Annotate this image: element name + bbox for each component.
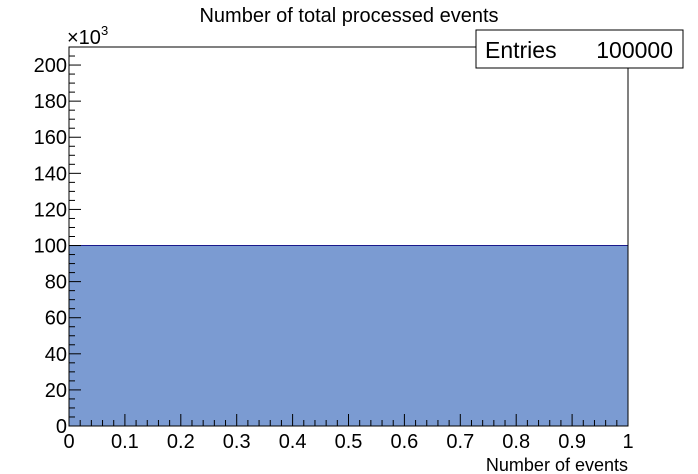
x-axis-ticks: [68, 414, 629, 426]
y-tick-label: 100: [34, 236, 67, 258]
x-tick-label: 0: [63, 431, 74, 453]
x-axis-tick-labels: 0 0.1 0.2 0.3 0.4 0.5 0.6 0.7 0.8 0.9 1: [63, 431, 633, 453]
y-tick-label: 80: [45, 272, 67, 294]
x-tick-label: 0.9: [558, 431, 586, 453]
stats-entries-label: Entries: [485, 37, 557, 63]
y-tick-label: 120: [34, 199, 67, 221]
x-tick-label: 0.6: [390, 431, 418, 453]
y-tick-label: 140: [34, 163, 67, 185]
x-tick-label: 1: [622, 431, 633, 453]
y-tick-label: 180: [34, 91, 67, 113]
x-tick-label: 0.5: [335, 431, 363, 453]
histogram-bar: [69, 245, 628, 426]
stats-entries-value: 100000: [596, 37, 673, 63]
x-tick-label: 0.7: [446, 431, 474, 453]
x-tick-label: 0.4: [279, 431, 307, 453]
histogram-bars: [69, 245, 628, 426]
stats-box: Entries 100000: [475, 29, 684, 69]
y-tick-label: 60: [45, 308, 67, 330]
x-tick-label: 0.8: [502, 431, 530, 453]
y-axis-multiplier: ×103: [67, 23, 108, 49]
y-axis-ticks: [69, 46, 81, 427]
x-tick-label: 0.2: [167, 431, 195, 453]
stats-box-frame: [475, 29, 684, 69]
y-tick-label: 0: [56, 416, 67, 438]
x-axis-title: Number of events: [486, 455, 628, 474]
y-tick-label: 40: [45, 344, 67, 366]
y-tick-label: 20: [45, 380, 67, 402]
y-tick-label: 200: [34, 55, 67, 77]
x-tick-label: 0.3: [223, 431, 251, 453]
chart-title: Number of total processed events: [199, 5, 498, 27]
x-tick-label: 0.1: [111, 431, 139, 453]
y-axis-tick-labels: 0 20 40 60 80 100 120 140 160 180 200: [34, 55, 67, 438]
y-tick-label: 160: [34, 127, 67, 149]
